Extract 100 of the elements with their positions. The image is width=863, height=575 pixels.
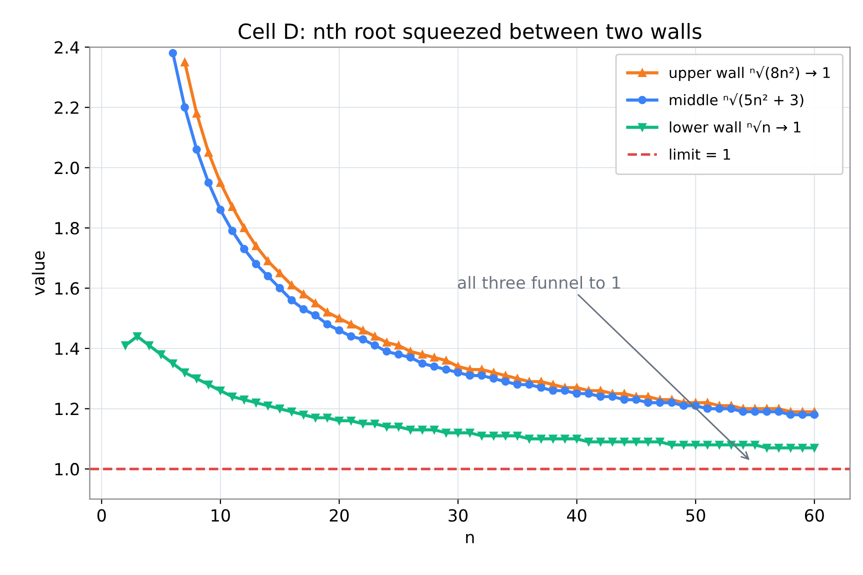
point — [810, 410, 819, 419]
point — [264, 256, 272, 266]
point — [680, 402, 688, 410]
point — [288, 281, 296, 290]
point — [228, 392, 236, 401]
point — [454, 368, 462, 377]
annotation: all three funnel to 1 — [458, 276, 620, 289]
point — [596, 438, 605, 446]
point — [346, 416, 356, 425]
point — [478, 371, 486, 380]
point — [323, 414, 332, 422]
point — [346, 332, 356, 341]
legend-label: lower wall ⁿ√n → 1 — [670, 120, 800, 133]
point — [703, 404, 712, 413]
point — [810, 444, 819, 452]
point — [774, 408, 783, 416]
point — [656, 438, 664, 446]
point — [168, 359, 178, 368]
legend-label: limit = 1 — [670, 148, 730, 160]
y-axis-title: value — [32, 251, 45, 296]
point — [738, 408, 748, 416]
point — [133, 332, 142, 341]
point — [656, 398, 664, 407]
point — [156, 350, 166, 359]
point — [299, 410, 308, 419]
y-tick-label: 1.0 — [55, 462, 79, 476]
point — [288, 296, 296, 304]
point — [430, 353, 438, 362]
point — [644, 398, 652, 407]
point — [323, 320, 332, 329]
point — [394, 341, 403, 350]
point — [548, 434, 558, 444]
point — [180, 103, 189, 112]
point — [668, 440, 676, 450]
point — [204, 178, 213, 187]
point — [335, 416, 344, 425]
point — [418, 350, 427, 359]
point — [370, 420, 380, 428]
y-tick-label: 2.4 — [54, 41, 80, 54]
point — [358, 420, 368, 428]
point — [442, 365, 450, 374]
point — [466, 371, 474, 380]
point — [668, 398, 676, 407]
point — [501, 432, 510, 440]
point — [489, 374, 498, 383]
point — [276, 404, 284, 413]
point — [204, 148, 213, 157]
point — [584, 438, 593, 446]
point — [382, 338, 391, 347]
point — [513, 432, 522, 440]
point — [442, 428, 450, 437]
point — [537, 434, 546, 444]
legend-label: middle ⁿ√(5n² + 3) — [670, 93, 804, 108]
point — [442, 356, 450, 365]
point — [299, 290, 308, 298]
point — [786, 444, 795, 452]
point — [335, 326, 344, 335]
point — [406, 426, 415, 434]
point — [180, 58, 189, 66]
x-tick-label: 30 — [448, 509, 468, 522]
point — [335, 314, 344, 322]
point — [276, 268, 284, 278]
point — [311, 414, 320, 422]
point — [478, 432, 486, 440]
point — [370, 332, 380, 341]
point — [750, 408, 760, 416]
point — [240, 396, 248, 404]
point — [311, 311, 320, 320]
x-tick-label: 10 — [212, 509, 230, 522]
point — [644, 438, 652, 446]
point — [252, 398, 260, 407]
point — [691, 440, 700, 450]
point — [394, 422, 403, 431]
point — [584, 389, 593, 398]
x-tick-label: 0 — [97, 509, 106, 522]
legend-label: upper wall ⁿ√(8n²) → 1 — [670, 66, 830, 81]
point — [240, 224, 248, 232]
point — [537, 383, 546, 392]
point — [216, 206, 225, 214]
point — [786, 410, 795, 419]
point — [608, 392, 617, 401]
point — [632, 438, 640, 446]
point — [228, 202, 236, 212]
y-tick-label: 1.6 — [55, 282, 79, 295]
point — [180, 368, 189, 377]
x-tick-label: 60 — [804, 509, 824, 522]
point — [762, 408, 772, 416]
point — [264, 272, 272, 280]
point — [252, 242, 260, 250]
point — [501, 377, 510, 386]
point — [738, 440, 748, 450]
point — [370, 341, 380, 350]
point — [216, 178, 225, 187]
point — [299, 305, 308, 314]
x-tick-label: 50 — [686, 509, 706, 522]
point — [525, 380, 534, 389]
point — [418, 359, 427, 368]
y-tick-label: 1.2 — [55, 402, 78, 416]
chart-title: Cell D: nth root squeezed between two walls — [238, 22, 702, 44]
point — [394, 350, 403, 359]
